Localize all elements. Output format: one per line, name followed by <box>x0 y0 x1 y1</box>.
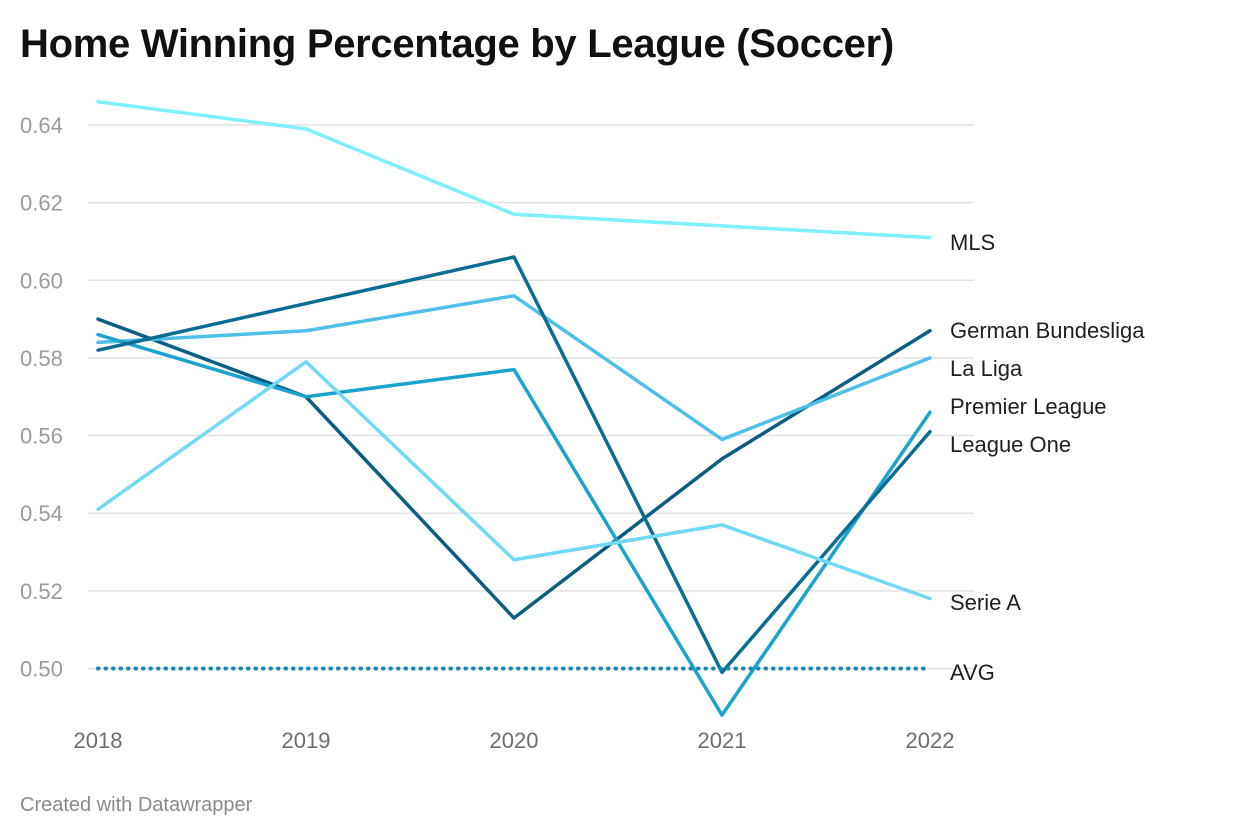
y-tick-label: 0.56 <box>20 424 63 449</box>
grid-lines <box>88 124 974 670</box>
chart-title: Home Winning Percentage by League (Socce… <box>20 22 894 66</box>
series-label: AVG <box>950 660 995 685</box>
series-lines <box>96 99 932 717</box>
series-label: Serie A <box>950 590 1021 615</box>
series-line-la-liga <box>96 294 932 442</box>
x-tick-label: 2021 <box>698 728 747 753</box>
y-tick-label: 0.50 <box>20 656 63 681</box>
series-line-german-bundesliga <box>96 317 932 620</box>
series-line-league-one <box>96 255 932 675</box>
y-axis-labels: 0.50 0.52 0.54 0.56 0.58 0.60 0.62 0.64 <box>20 113 63 681</box>
series-label: League One <box>950 432 1071 457</box>
x-tick-label: 2018 <box>74 728 123 753</box>
series-label: MLS <box>950 230 995 255</box>
x-tick-label: 2022 <box>906 728 955 753</box>
footer-credit: Created with Datawrapper <box>20 794 253 816</box>
series-line-premier-league <box>96 332 932 717</box>
series-labels: MLS German Bundesliga La Liga Premier Leagu… <box>950 230 1145 685</box>
x-axis-labels: 2018 2019 2020 2021 2022 <box>74 728 955 753</box>
series-line-mls <box>96 99 932 240</box>
y-tick-label: 0.62 <box>20 191 63 216</box>
x-tick-label: 2020 <box>490 728 539 753</box>
x-tick-label: 2019 <box>282 728 331 753</box>
series-line-serie-a <box>96 360 932 601</box>
y-tick-label: 0.64 <box>20 113 63 138</box>
y-tick-label: 0.60 <box>20 268 63 293</box>
y-tick-label: 0.52 <box>20 579 63 604</box>
series-label: Premier League <box>950 394 1107 419</box>
series-label: La Liga <box>950 356 1023 381</box>
series-label: German Bundesliga <box>950 318 1145 343</box>
y-tick-label: 0.58 <box>20 346 63 371</box>
y-tick-label: 0.54 <box>20 501 63 526</box>
